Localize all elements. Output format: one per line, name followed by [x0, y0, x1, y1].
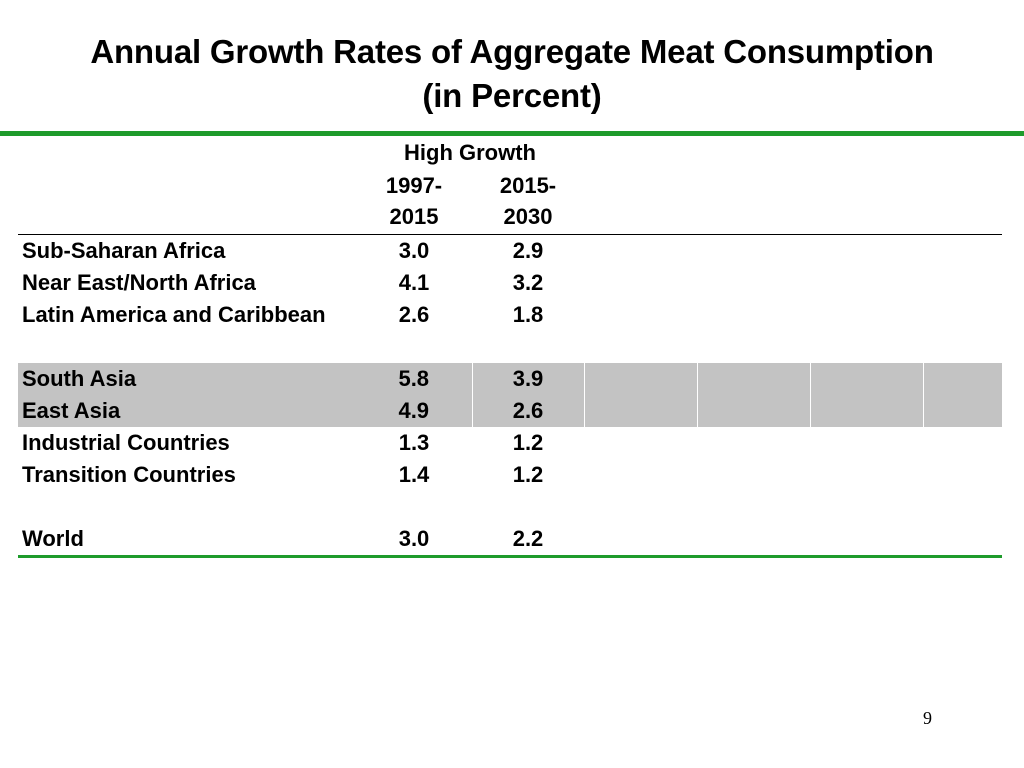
- region-label: Near East/North Africa: [22, 270, 256, 295]
- value-1997-2015: 3.0: [398, 238, 430, 263]
- region-label: Transition Countries: [22, 462, 236, 487]
- region-label: Latin America and Caribbean: [22, 302, 326, 327]
- table-row-highlighted: South Asia 5.8 3.9: [18, 363, 1002, 395]
- column-header-line: 2015-: [499, 173, 557, 198]
- page-number: 9: [923, 708, 932, 728]
- value-2015-2030: 2.2: [472, 523, 585, 558]
- group-header: High Growth: [404, 140, 536, 165]
- value-1997-2015: 1.4: [398, 462, 430, 487]
- value-1997-2015: 5.8: [356, 363, 472, 395]
- title-divider: [0, 131, 1024, 136]
- value-1997-2015: 1.3: [398, 430, 430, 455]
- column-header-1997-2015: 1997- 2015: [356, 170, 472, 235]
- table-row: Latin America and Caribbean 2.6 1.8: [18, 299, 1002, 363]
- value-1997-2015: 4.9: [356, 395, 472, 427]
- value-2015-2030: 1.2: [512, 430, 544, 455]
- value-2015-2030: 3.2: [512, 270, 544, 295]
- table-row-total: World 3.0 2.2: [18, 523, 1002, 558]
- table-row: Industrial Countries 1.3 1.2: [18, 427, 1002, 459]
- spacer-row: [18, 491, 1002, 523]
- value-1997-2015: 3.0: [356, 523, 472, 558]
- group-header-row: High Growth: [18, 138, 1002, 170]
- table-row: Sub-Saharan Africa 3.0 2.9: [18, 235, 1002, 268]
- value-1997-2015: 2.6: [398, 302, 430, 327]
- value-2015-2030: 1.8: [512, 302, 544, 327]
- region-label: Sub-Saharan Africa: [22, 238, 226, 263]
- table-row: Near East/North Africa 4.1 3.2: [18, 267, 1002, 299]
- region-label: Industrial Countries: [22, 430, 230, 455]
- value-2015-2030: 1.2: [512, 462, 544, 487]
- slide-title-line-2: (in Percent): [422, 77, 602, 114]
- region-label: East Asia: [18, 395, 356, 427]
- slide-title: Annual Growth Rates of Aggregate Meat Co…: [0, 30, 1024, 118]
- column-header-line: 2030: [503, 204, 553, 229]
- growth-rates-table: High Growth 1997- 2015 2015- 2030 Sub-Sa…: [18, 138, 1002, 558]
- column-header-line: 1997-: [385, 173, 443, 198]
- year-header-row: 1997- 2015 2015- 2030: [18, 170, 1002, 235]
- table-row-highlighted: East Asia 4.9 2.6: [18, 395, 1002, 427]
- value-1997-2015: 4.1: [398, 270, 430, 295]
- column-header-2015-2030: 2015- 2030: [472, 170, 585, 235]
- value-2015-2030: 3.9: [471, 363, 585, 395]
- region-label: South Asia: [18, 363, 356, 395]
- slide-title-line-1: Annual Growth Rates of Aggregate Meat Co…: [90, 33, 934, 70]
- column-header-line: 2015: [389, 204, 439, 229]
- table-row: Transition Countries 1.4 1.2: [18, 459, 1002, 491]
- value-2015-2030: 2.9: [512, 238, 544, 263]
- growth-rates-table-container: High Growth 1997- 2015 2015- 2030 Sub-Sa…: [18, 138, 1002, 558]
- region-label: World: [18, 523, 356, 558]
- value-2015-2030: 2.6: [471, 395, 585, 427]
